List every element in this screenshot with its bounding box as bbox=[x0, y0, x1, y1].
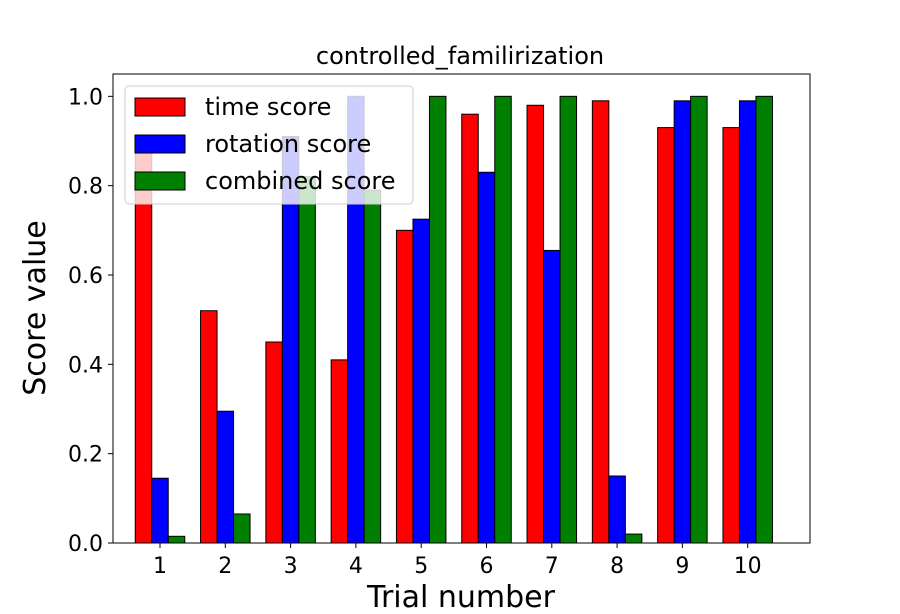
bar-time-score-4 bbox=[330, 359, 349, 544]
bar-time-score-1 bbox=[134, 149, 153, 544]
bar-rotation-score-8 bbox=[608, 475, 626, 544]
plot-frame bbox=[112, 73, 811, 544]
bar-combined-score-2 bbox=[233, 513, 251, 544]
bar-rotation-score-9 bbox=[673, 100, 692, 544]
x-tick-label: 7 bbox=[545, 554, 559, 579]
y-tick-label: 0.0 bbox=[68, 532, 103, 557]
bar-combined-score-10 bbox=[755, 95, 773, 544]
legend: time score rotation score combined score bbox=[124, 85, 414, 205]
y-tick-label: 0.6 bbox=[68, 264, 103, 289]
bar-time-score-10 bbox=[722, 127, 740, 544]
bar-time-score-7 bbox=[526, 104, 545, 544]
bar-rotation-score-6 bbox=[477, 171, 496, 544]
chart-title: controlled_familirization bbox=[316, 42, 604, 70]
bar-time-score-6 bbox=[461, 113, 479, 544]
bar-combined-score-1 bbox=[167, 535, 186, 544]
bar-combined-score-3 bbox=[298, 176, 316, 544]
bar-time-score-3 bbox=[265, 341, 283, 544]
bar-combined-score-9 bbox=[690, 95, 708, 544]
bar-rotation-score-1 bbox=[151, 477, 169, 544]
bar-rotation-score-5 bbox=[412, 218, 430, 544]
y-axis-label: Score value bbox=[18, 220, 53, 396]
y-tick-label: 1.0 bbox=[68, 85, 103, 110]
legend-swatch bbox=[134, 97, 186, 117]
x-tick-label: 8 bbox=[610, 554, 624, 579]
x-tick-label: 4 bbox=[349, 554, 363, 579]
x-tick-label: 5 bbox=[414, 554, 428, 579]
x-tick-label: 9 bbox=[675, 554, 689, 579]
x-tick-label: 2 bbox=[218, 554, 232, 579]
bar-time-score-5 bbox=[395, 229, 414, 544]
bar-combined-score-4 bbox=[363, 189, 382, 544]
bar-time-score-9 bbox=[657, 127, 675, 544]
legend-label: combined score bbox=[205, 167, 396, 195]
x-axis-label: Trial number bbox=[366, 580, 556, 610]
bar-rotation-score-10 bbox=[738, 100, 757, 544]
y-tick-label: 0.2 bbox=[68, 443, 103, 468]
legend-box bbox=[124, 85, 414, 205]
y-tick-label: 0.8 bbox=[68, 175, 103, 200]
x-tick-label: 3 bbox=[284, 554, 298, 579]
bar-time-score-8 bbox=[591, 100, 610, 544]
axes-layer: 0.0 0.2 0.4 0.6 0.8 1.0 1 2 3 4 5 6 7 8 9 10 bbox=[68, 73, 811, 579]
bar-combined-score-6 bbox=[494, 95, 512, 544]
x-tick-label: 6 bbox=[480, 554, 494, 579]
legend-label: rotation score bbox=[205, 130, 371, 158]
bar-combined-score-7 bbox=[559, 95, 578, 544]
bar-rotation-score-2 bbox=[216, 410, 235, 544]
legend-label: time score bbox=[205, 93, 331, 121]
bars-layer bbox=[134, 95, 773, 544]
x-tick-label: 1 bbox=[153, 554, 167, 579]
bar-rotation-score-7 bbox=[543, 249, 561, 544]
legend-swatch bbox=[134, 134, 186, 154]
bar-combined-score-5 bbox=[428, 95, 447, 544]
x-tick-label: 10 bbox=[734, 554, 762, 579]
legend-swatch bbox=[134, 171, 186, 191]
bar-time-score-2 bbox=[200, 310, 218, 544]
bar-combined-score-8 bbox=[624, 533, 643, 544]
y-tick-label: 0.4 bbox=[68, 353, 103, 378]
